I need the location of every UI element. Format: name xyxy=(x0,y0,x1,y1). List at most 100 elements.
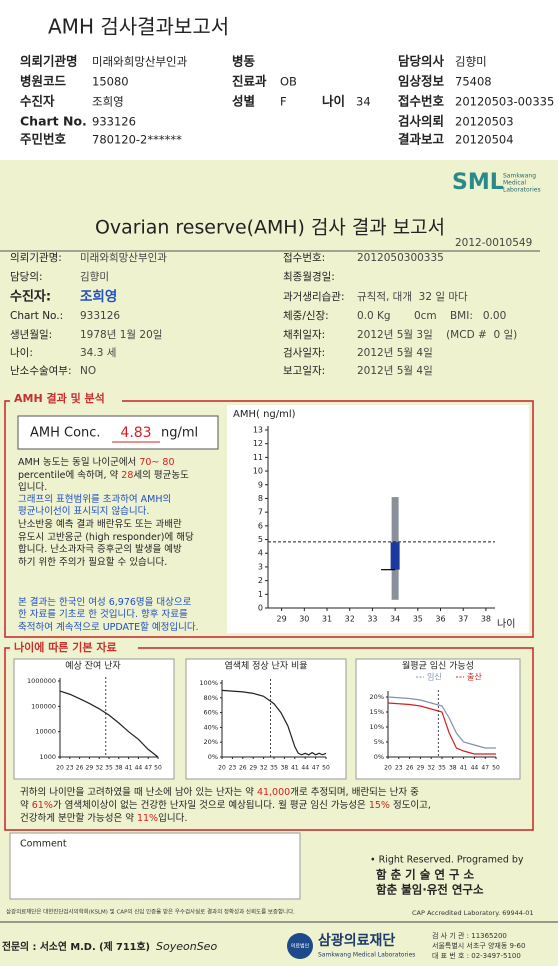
y-tick-label: 5% xyxy=(374,738,384,746)
conc-box xyxy=(17,415,219,450)
field-label: 나이 xyxy=(322,94,345,109)
x-tick-label: 29 xyxy=(86,765,94,772)
info-label: 난소수술여부: xyxy=(10,365,72,377)
info-label: 담당의: xyxy=(10,271,43,283)
field-value: 김향미 xyxy=(455,55,487,69)
x-tick-label: 29 xyxy=(417,765,425,772)
info-value: 2012년 5월 4일 xyxy=(357,364,433,377)
text-segment: 건강하게 분만할 가능성은 약 xyxy=(20,812,137,824)
text-segment: 평균나이선이 표시되지 않습니다. xyxy=(18,506,149,517)
info-value: 규칙적, 대개 32 일 마다 xyxy=(357,290,468,303)
y-tick-label: 20% xyxy=(370,693,384,701)
x-tick-label: 20 xyxy=(56,765,64,772)
x-tick-label: 47 xyxy=(144,765,152,772)
x-tick-label: 44 xyxy=(471,765,479,772)
text-segment: 합니다. 난소과자극 증후군의 발생을 예방 xyxy=(18,544,182,555)
text-line: 입니다. xyxy=(18,481,47,493)
y-tick-label: 4 xyxy=(258,549,263,558)
info-label: 최종월경일: xyxy=(283,270,335,283)
text-segment: 본 결과는 한국인 여성 6,976명을 대상으로 xyxy=(18,596,192,608)
info-value: NO xyxy=(80,365,96,377)
x-tick-label: 34 xyxy=(390,615,400,624)
y-tick-label: 2 xyxy=(258,576,263,585)
field-value: 조희영 xyxy=(92,95,124,109)
org-name: 삼광의료재단 xyxy=(318,932,395,949)
x-tick-label: 31 xyxy=(322,615,332,624)
series-line xyxy=(221,689,327,756)
x-tick-label: 35 xyxy=(438,765,446,772)
section-title: AMH 결과 및 분석 xyxy=(14,391,105,405)
chart-panel xyxy=(13,658,175,780)
x-tick-label: 41 xyxy=(291,765,299,772)
y-tick-label: 0% xyxy=(208,753,218,761)
x-tick-label: 35 xyxy=(413,615,423,624)
x-tick-label: 50 xyxy=(154,765,162,772)
text-line: 축적하여 계속적으로 UPDATE할 예정입니다. xyxy=(18,621,199,633)
text-segment: 하기 위한 주의가 필요할 수 있습니다. xyxy=(18,556,167,568)
field-label: 병동 xyxy=(232,54,256,69)
logo-sub: Laboratories xyxy=(503,187,541,194)
y-tick-label: 100000 xyxy=(31,702,56,710)
info-value: 34.3 세 xyxy=(80,347,116,359)
x-tick-label: 26 xyxy=(406,765,414,772)
text-segment: 28 xyxy=(121,470,133,481)
x-tick-label: 29 xyxy=(277,615,287,624)
report-number: 2012-0010549 xyxy=(455,237,532,249)
x-tick-label: 20 xyxy=(384,765,392,772)
field-value: OB xyxy=(280,75,297,89)
text-segment: 그래프의 표현범위를 초과하여 AMH의 xyxy=(18,493,171,505)
field-label: 접수번호 xyxy=(398,94,445,109)
comment-box xyxy=(9,832,301,900)
field-label: 검사의뢰 xyxy=(398,114,444,129)
x-tick-label: 32 xyxy=(95,765,103,772)
text-segment: 11% xyxy=(137,813,158,824)
conc-value: 4.83 xyxy=(120,425,151,441)
logo-sub: Samkwang xyxy=(503,173,536,180)
field-value: 20120504 xyxy=(455,133,514,147)
x-tick-label: 50 xyxy=(322,765,330,772)
text-line: 하기 위한 주의가 필요할 수 있습니다. xyxy=(18,556,167,568)
text-line: 난소반응 예측 결과 배란유도 또는 과배란 xyxy=(18,518,182,530)
field-label: 수진자 xyxy=(20,94,55,109)
text-line: AMH 농도는 동일 나이군에서 70~ 80 xyxy=(18,457,175,468)
text-segment: 정도이고, xyxy=(390,800,431,811)
chart-title: 예상 잔여 난자 xyxy=(65,660,121,672)
x-tick-label: 47 xyxy=(481,765,489,772)
info-label: 나이: xyxy=(10,347,33,359)
field-value: 20120503-00335 xyxy=(455,95,554,109)
series-line xyxy=(387,696,496,749)
logo-mark xyxy=(287,933,313,959)
chart-panel xyxy=(227,405,529,633)
text-segment: AMH 농도는 동일 나이군에서 xyxy=(18,457,139,468)
title-bg xyxy=(10,641,138,655)
x-tick-label: 32 xyxy=(345,615,355,624)
chart-title: 월평균 임신 가능성 xyxy=(402,660,474,672)
series-line xyxy=(59,690,159,758)
text-segment: 유도시 고반응군 (high responder)에 해당 xyxy=(18,531,194,543)
field-value: 15080 xyxy=(92,75,129,89)
y-tick-label: 8 xyxy=(258,494,263,503)
text-segment: 약 xyxy=(20,799,32,811)
corp-label: 의료법인 xyxy=(291,943,310,950)
doctor: 전문의 : 서소연 M.D. (제 711호) xyxy=(2,940,150,953)
x-tick-label: 37 xyxy=(458,615,468,624)
info-value: 김향미 xyxy=(80,271,109,283)
info-value: 2012년 5월 3일 (MCD # 0 일) xyxy=(357,328,517,341)
y-tick-label: 10% xyxy=(370,723,384,731)
x-tick-label: 30 xyxy=(299,615,309,624)
credit: • Right Reserved. Programed by xyxy=(370,855,524,866)
text-line: 귀하의 나이만을 고려하였을 때 난소에 남아 있는 난자는 약 41,000개… xyxy=(20,786,419,798)
y-tick-label: 60% xyxy=(204,709,218,717)
y-tick-label: 1 xyxy=(258,590,263,599)
y-tick-label: 11 xyxy=(253,453,263,462)
comment-label: Comment xyxy=(20,839,67,850)
text-segment: 15% xyxy=(369,800,390,811)
info-label: 생년월일: xyxy=(10,328,52,341)
info-label: 채취일자: xyxy=(283,328,325,341)
field-label: 병원코드 xyxy=(20,74,67,89)
x-tick-label: 41 xyxy=(460,765,468,772)
x-tick-label: 23 xyxy=(395,765,403,772)
legend-label: 출산 xyxy=(467,672,482,682)
contact-line: 대 표 번 호 : 02-3497-5100 xyxy=(432,951,521,960)
chart-title: 염색체 정상 난자 비율 xyxy=(224,661,307,672)
